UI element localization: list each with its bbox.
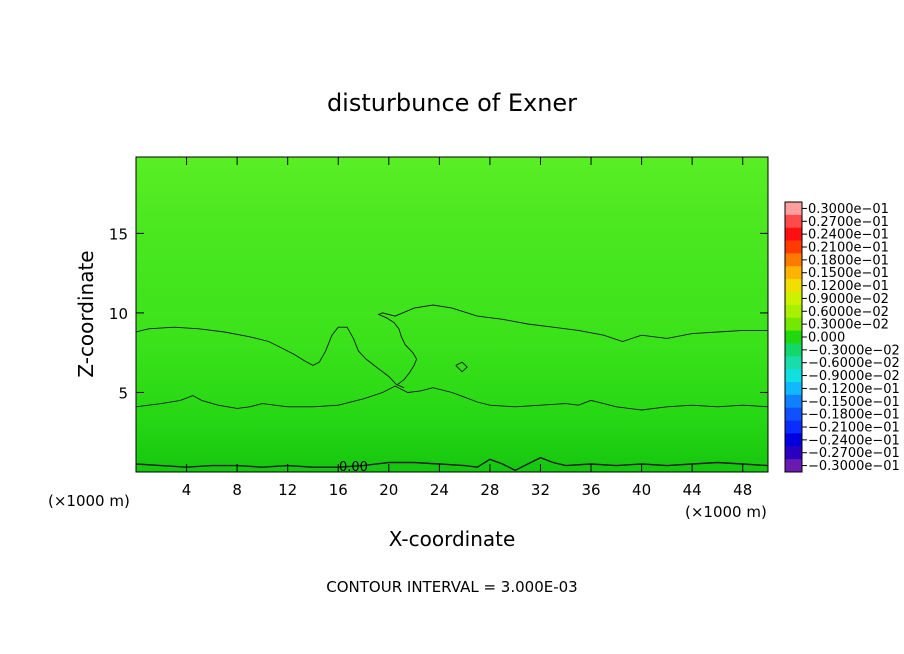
chart-title: disturbunce of Exner xyxy=(327,89,577,117)
colorbar-label: 0.1200e−01 xyxy=(808,279,889,294)
x-tick-label: 8 xyxy=(232,481,242,499)
colorbar-swatch xyxy=(785,266,802,280)
colorbar-swatch xyxy=(785,420,802,434)
colorbar-swatch xyxy=(785,240,802,254)
colorbar-label: −0.6000e−02 xyxy=(808,356,900,371)
colorbar-swatch xyxy=(785,202,802,216)
colorbar-swatch xyxy=(785,459,802,473)
x-tick-label: 12 xyxy=(278,481,297,499)
x-tick-label: 20 xyxy=(379,481,398,499)
colorbar-label: 0.000 xyxy=(808,331,845,346)
contour-line-upper-right xyxy=(377,304,768,385)
y-tick-label: 15 xyxy=(109,225,128,243)
colorbar-swatch xyxy=(785,343,802,357)
field-fill xyxy=(136,157,768,472)
contour-line-small-loop xyxy=(455,361,468,373)
y-tick-label: 5 xyxy=(118,384,128,402)
colorbar-label: 0.9000e−02 xyxy=(808,292,889,307)
x-tick-label: 36 xyxy=(581,481,600,499)
colorbar-label: −0.3000e−02 xyxy=(808,343,900,358)
x-tick-label: 48 xyxy=(733,481,752,499)
x-tick-label: 16 xyxy=(329,481,348,499)
x-unit-left: (×1000 m) xyxy=(48,492,130,510)
colorbar-label: −0.2400e−01 xyxy=(808,433,900,448)
x-tick-label: 24 xyxy=(430,481,449,499)
colorbar-label: 0.2400e−01 xyxy=(808,228,889,243)
contour-label-zero: 0.00 xyxy=(339,460,368,475)
colorbar-swatch xyxy=(785,369,802,383)
x-unit-right: (×1000 m) xyxy=(685,503,767,521)
colorbar-label: 0.1500e−01 xyxy=(808,266,889,281)
colorbar-label: 0.6000e−02 xyxy=(808,305,889,320)
plot-frame xyxy=(135,156,769,473)
colorbar-label: 0.3000e−02 xyxy=(808,318,889,333)
colorbar-label: −0.3000e−01 xyxy=(808,459,900,474)
y-tick-label: 10 xyxy=(109,305,128,323)
colorbar-swatch xyxy=(785,253,802,267)
colorbar-label: −0.2100e−01 xyxy=(808,421,900,436)
contour-line-upper-left xyxy=(136,326,405,389)
contour-lines xyxy=(136,304,768,472)
colorbar-swatch xyxy=(785,317,802,331)
contour-interval-note: CONTOUR INTERVAL = 3.000E-03 xyxy=(326,578,577,596)
colorbar-swatch xyxy=(785,356,802,370)
colorbar-label: −0.1200e−01 xyxy=(808,382,900,397)
colorbar-label: −0.9000e−02 xyxy=(808,369,900,384)
colorbar-swatch xyxy=(785,214,802,229)
x-tick-label: 44 xyxy=(683,481,702,499)
x-tick-label: 4 xyxy=(182,481,192,499)
y-axis-label: Z-coordinate xyxy=(74,250,98,377)
colorbar-label: 0.3000e−01 xyxy=(808,202,889,217)
colorbar-label: 0.2100e−01 xyxy=(808,241,889,256)
colorbar-swatch xyxy=(785,279,802,293)
colorbar-swatch xyxy=(785,433,802,447)
contour-line-lower xyxy=(136,385,768,411)
x-tick-label: 32 xyxy=(531,481,550,499)
colorbar-swatch xyxy=(785,330,802,344)
x-tick-label: 28 xyxy=(480,481,499,499)
colorbar: 0.3000e−010.2700e−010.2400e−010.2100e−01… xyxy=(784,201,900,474)
x-tick-label: 40 xyxy=(632,481,651,499)
colorbar-label: −0.1500e−01 xyxy=(808,395,900,410)
colorbar-label: −0.2700e−01 xyxy=(808,446,900,461)
contour-line-zero xyxy=(136,456,768,472)
x-ticks: 4 8 12 16 20 24 28 32 36 40 44 48 xyxy=(182,157,752,499)
y-ticks: 5 10 15 xyxy=(109,225,768,402)
colorbar-swatch xyxy=(785,407,802,421)
colorbar-swatch xyxy=(785,292,802,306)
colorbar-label: 0.2700e−01 xyxy=(808,215,889,230)
colorbar-swatch xyxy=(785,304,802,319)
colorbar-label: −0.1800e−01 xyxy=(808,408,900,423)
x-axis-label: X-coordinate xyxy=(389,527,516,551)
colorbar-swatch xyxy=(785,394,802,409)
colorbar-swatch xyxy=(785,446,802,460)
colorbar-swatch xyxy=(785,227,802,241)
colorbar-label: 0.1800e−01 xyxy=(808,253,889,268)
colorbar-swatch xyxy=(785,382,802,396)
